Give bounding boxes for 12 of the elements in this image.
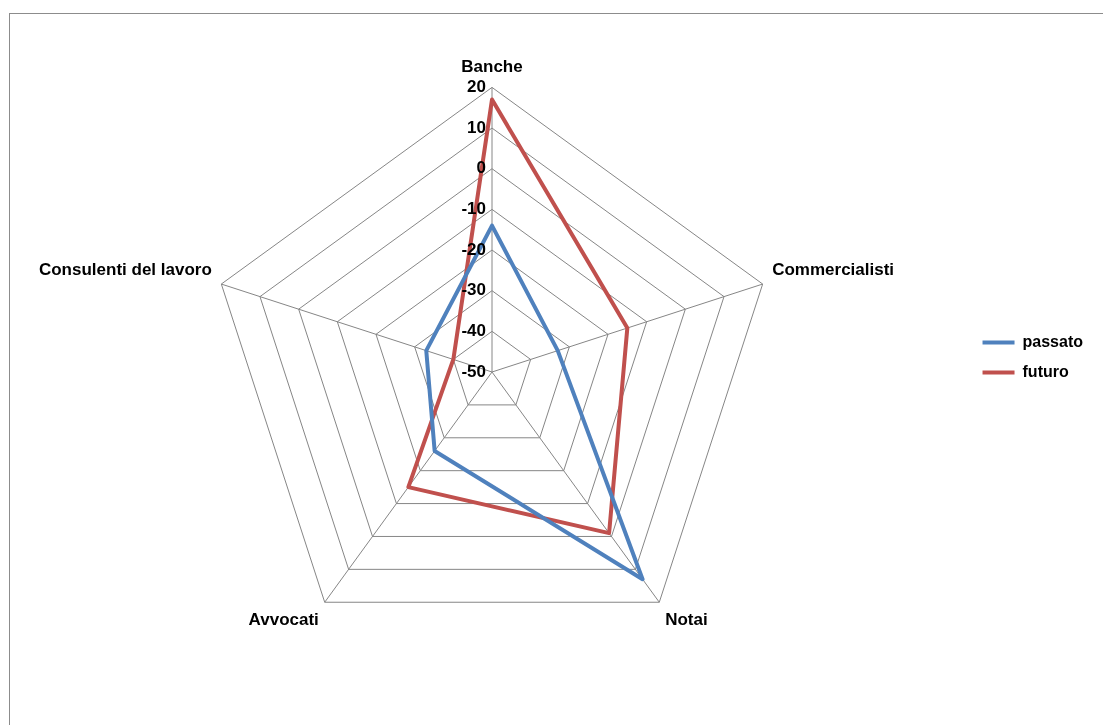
- y-tick-label: 0: [476, 158, 486, 178]
- spoke-label: Avvocati: [248, 610, 319, 630]
- y-tick-label: 10: [467, 117, 486, 137]
- spoke-label: Consulenti del lavoro: [38, 260, 212, 280]
- y-tick-label: -50: [461, 361, 486, 381]
- spoke-label: Banche: [461, 56, 523, 76]
- legend-label: futuro: [1022, 362, 1069, 380]
- legend-label: passato: [1022, 332, 1084, 350]
- y-tick-label: 20: [467, 77, 486, 97]
- y-tick-label: -40: [461, 321, 486, 341]
- spoke-label: Notai: [665, 610, 708, 630]
- spoke-label: Commercialisti: [772, 260, 895, 280]
